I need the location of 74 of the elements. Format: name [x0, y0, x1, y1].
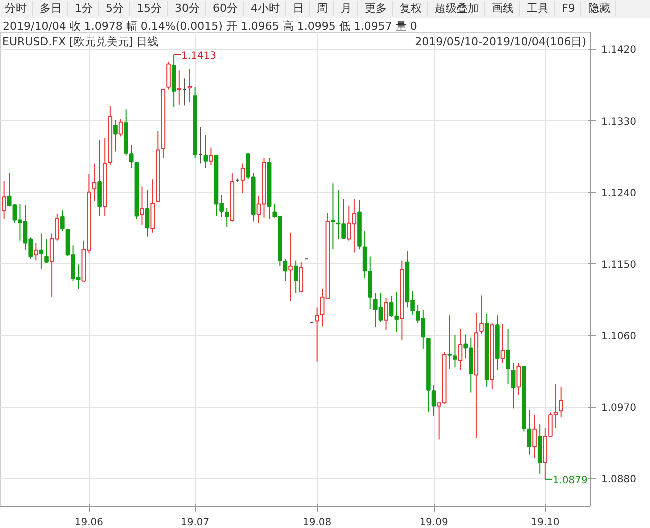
candlestick	[177, 70, 182, 106]
candlestick	[532, 414, 537, 458]
candlestick	[389, 296, 394, 318]
candlestick	[129, 144, 134, 169]
text: 超级叠加	[430, 1, 485, 16]
candlestick	[118, 118, 124, 138]
candlestick	[2, 180, 6, 220]
text: 月	[336, 1, 358, 16]
candlestick	[559, 386, 564, 418]
text: 4小时	[246, 1, 286, 16]
x-tick-label: 19.09	[420, 518, 448, 528]
text: 隐藏	[583, 1, 616, 16]
candlestick	[511, 362, 516, 410]
annotation: 2019/05/10-2019/10/04(106日)	[415, 36, 587, 48]
candlestick	[516, 362, 522, 396]
candlestick	[362, 230, 368, 279]
candlestick	[188, 68, 192, 103]
chart-title: EURUSD.FX [欧元兑美元] 日线	[2, 36, 159, 48]
y-tick-label: 1.1060	[602, 332, 636, 343]
candlestick	[34, 242, 38, 262]
candlestick	[204, 134, 208, 169]
candlestick	[448, 315, 452, 370]
candlestick	[145, 189, 150, 238]
candlestick	[39, 233, 44, 270]
candlestick	[432, 385, 436, 416]
text: 多日	[35, 1, 68, 16]
text: 60分	[208, 1, 244, 16]
y-tick-label: 1.1150	[602, 260, 636, 271]
candlestick	[140, 186, 144, 226]
annotation: 1.1413	[182, 50, 216, 62]
text: 工具	[522, 1, 555, 16]
text: F9	[557, 1, 582, 16]
candlestick	[506, 328, 510, 385]
y-tick-label: 1.1240	[602, 188, 636, 200]
candlestick	[480, 295, 484, 334]
annotation: 1.0879	[552, 475, 588, 486]
text: 30分	[170, 1, 206, 16]
candlestick	[92, 163, 97, 202]
chart-subtitle: 2019/10/04 收 1.0978 幅 0.14%(0.0015) 开 1.0965 高 1.0995 低 1.0957 量 0	[2, 20, 418, 34]
text: 更多	[360, 1, 393, 16]
candlestick	[166, 61, 171, 90]
candlestick	[458, 328, 463, 372]
text: 周	[312, 1, 334, 16]
candlestick	[60, 210, 65, 232]
candlestick	[44, 238, 49, 264]
y-tick-label: 1.0880	[602, 474, 636, 486]
candlestick	[384, 298, 388, 330]
candlestick	[500, 324, 506, 364]
candlestick	[240, 163, 246, 194]
candlestick	[394, 292, 400, 333]
candlestick	[299, 262, 304, 294]
text: 分时	[0, 1, 33, 16]
x-tick-label: 19.06	[74, 518, 104, 528]
text: 日	[288, 1, 310, 16]
y-tick-label: 1.1330	[602, 116, 636, 128]
text: 15分	[132, 1, 168, 16]
x-tick-label: 19.07	[180, 518, 210, 528]
candlestick	[331, 183, 336, 250]
candlestick	[294, 260, 298, 294]
candlestick	[288, 232, 293, 302]
text: 1分	[70, 1, 99, 16]
candlestick	[209, 147, 214, 166]
candlestick	[114, 119, 118, 152]
y-tick-label: 1.0970	[602, 403, 636, 414]
candlestick	[527, 410, 532, 456]
candlestick	[453, 335, 458, 368]
y-tick-label: 1.1420	[602, 45, 636, 56]
candlestick	[315, 307, 320, 362]
x-tick-label: 19.10	[531, 518, 560, 528]
text: 画线	[487, 1, 520, 16]
x-tick-label: 19.08	[302, 518, 332, 528]
text: 复权	[395, 1, 428, 16]
candlestick	[224, 208, 230, 228]
text: 5分	[101, 1, 130, 16]
